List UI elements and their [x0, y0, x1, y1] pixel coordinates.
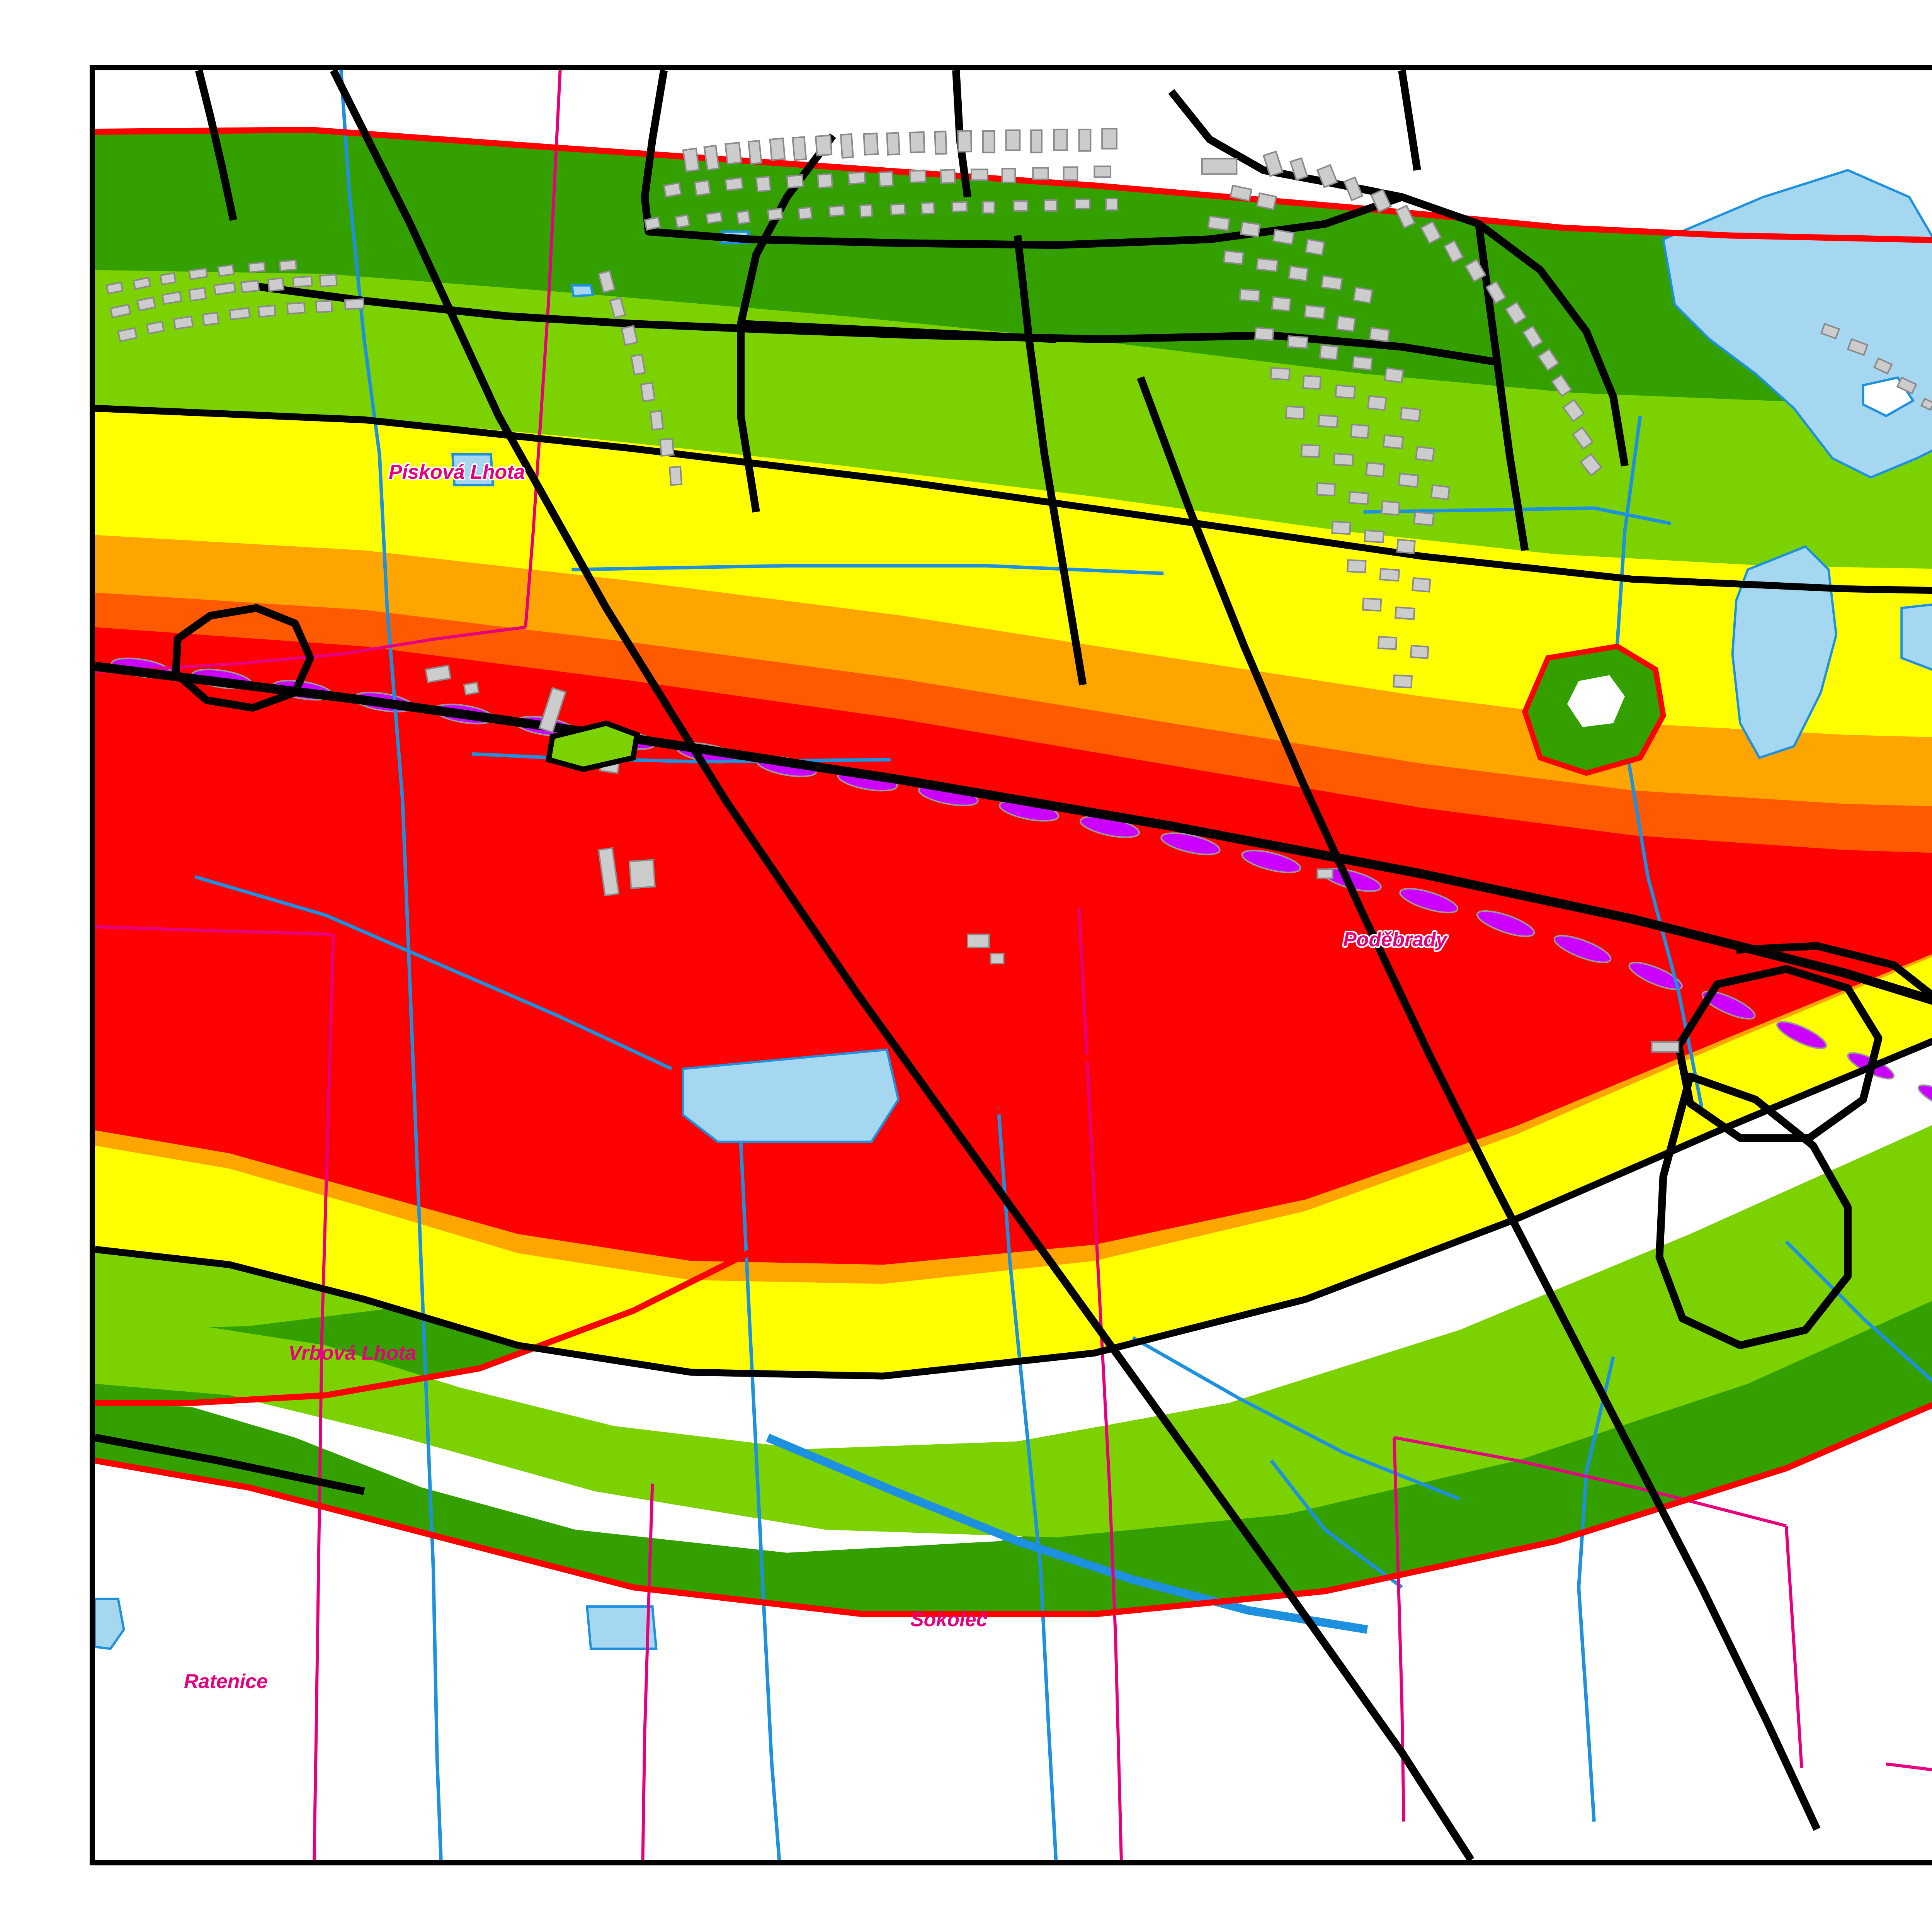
isophone-55-lines: [95, 127, 1932, 1617]
streams-bold: [766, 1433, 1368, 1634]
isophone-65-lines: [95, 405, 1932, 1380]
motorway-d11: [95, 661, 1932, 1005]
road-network: [95, 70, 1932, 1860]
pond-ratenice: [95, 1598, 125, 1650]
streams: [194, 70, 1932, 1860]
lake-mid: [1731, 545, 1838, 759]
enclosure-patch: [545, 720, 640, 772]
lake-east: [1900, 603, 1932, 671]
pond-tiny-b: [570, 284, 594, 298]
builtup-patch: [1522, 643, 1666, 776]
pond-tiny-c: [451, 453, 494, 486]
pond-sokolec: [585, 1605, 658, 1650]
band-80-85: [95, 627, 1932, 1265]
band-55-60-lower: [95, 1200, 1932, 1614]
cadastre-boundaries: [95, 70, 1932, 1860]
buildings: [105, 128, 1932, 1053]
band-60-65-lower: [95, 1125, 1932, 1538]
lake-small-sw: [682, 1048, 900, 1143]
noise-map-canvas[interactable]: [95, 70, 1932, 1860]
map-frame: Písková Lhota Poděbrady Vrbová Lhota Sokole…: [90, 65, 1932, 1865]
water-bodies: [95, 169, 1932, 1650]
